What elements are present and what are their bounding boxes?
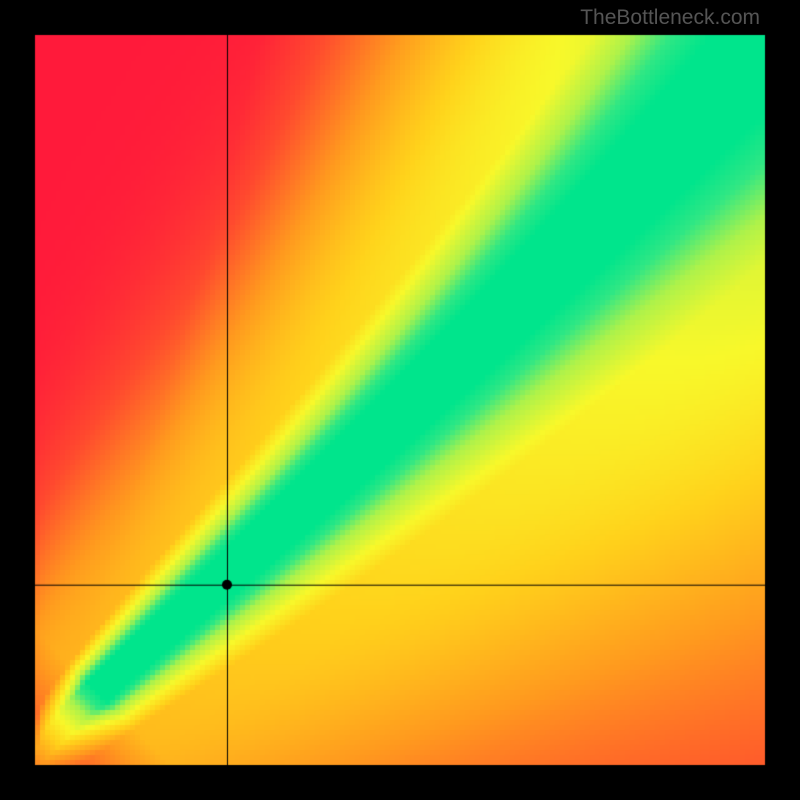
watermark-text: TheBottleneck.com bbox=[580, 6, 760, 30]
bottleneck-heatmap bbox=[0, 0, 800, 800]
